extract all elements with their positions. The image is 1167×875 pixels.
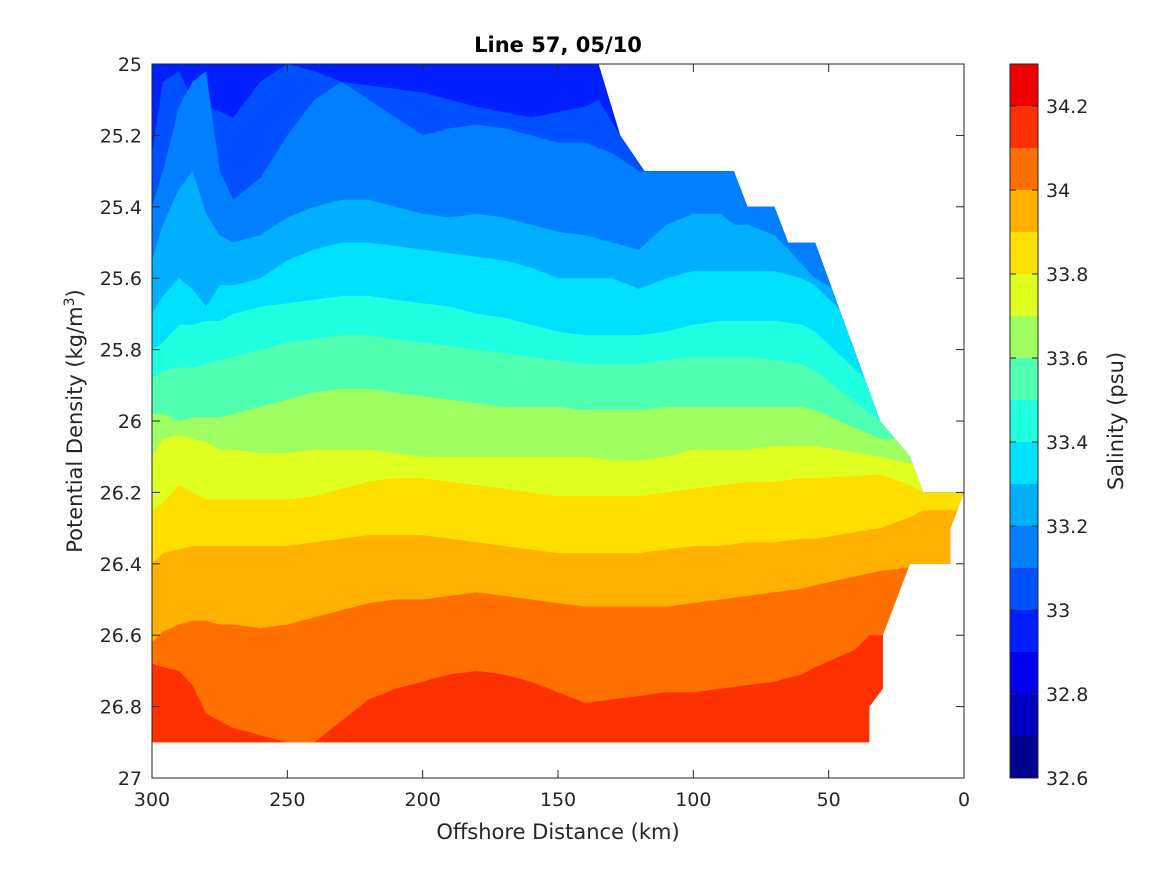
x-axis-label: Offshore Distance (km) <box>436 820 679 844</box>
colorbar-segment <box>1010 400 1038 442</box>
colorbar-tick-label: 34 <box>1046 180 1070 202</box>
y-axis-label-close: ) <box>63 289 87 297</box>
colorbar-tick-label: 34.2 <box>1046 96 1088 118</box>
colorbar-segment <box>1010 694 1038 736</box>
colorbar-frame <box>1009 63 1039 779</box>
y-axis-label: Potential Density (kg/m3) <box>62 289 87 553</box>
x-tick-label: 50 <box>817 789 841 811</box>
colorbar-segment <box>1010 64 1038 106</box>
colorbar-label: Salinity (psu) <box>1104 352 1128 490</box>
colorbar-segment <box>1010 148 1038 190</box>
y-tick-label: 25 <box>118 54 142 76</box>
y-tick-label: 27 <box>118 768 142 790</box>
y-tick-label: 25.4 <box>100 197 142 219</box>
colorbar: 32.6 32.8 33 33.2 33.4 33.6 33.8 34 34.2 <box>1009 63 1088 790</box>
colorbar-tick-label: 32.8 <box>1046 684 1088 706</box>
y-axis: 25 25.2 25.4 25.6 25.8 26 26.2 26.4 26.6 26.8 27 <box>100 54 964 790</box>
y-tick-label: 26.6 <box>100 625 142 647</box>
y-tick-label: 26.2 <box>100 482 142 504</box>
colorbar-segment <box>1010 568 1038 610</box>
colorbar-segment <box>1010 610 1038 652</box>
y-tick-label: 25.2 <box>100 125 142 147</box>
colorbar-segment <box>1010 316 1038 358</box>
colorbar-tick-label: 33 <box>1046 600 1070 622</box>
colorbar-tick-label: 33.2 <box>1046 516 1088 538</box>
x-tick-label: 200 <box>405 789 441 811</box>
chart-title: Line 57, 05/10 <box>474 33 642 57</box>
y-tick-label: 26.4 <box>100 554 142 576</box>
y-axis-label-main: Potential Density (kg/m <box>63 306 87 552</box>
y-tick-label: 26.8 <box>100 697 142 719</box>
colorbar-segment <box>1010 232 1038 274</box>
colorbar-segment <box>1010 274 1038 316</box>
colorbar-segment <box>1010 484 1038 526</box>
colorbar-tick-label: 32.6 <box>1046 768 1088 790</box>
colorbar-segment <box>1010 358 1038 400</box>
colorbar-segment <box>1010 736 1038 778</box>
colorbar-tick-label: 33.4 <box>1046 432 1088 454</box>
y-tick-label: 26 <box>118 411 142 433</box>
colorbar-segment <box>1010 526 1038 568</box>
contour-band-34.1 <box>152 635 964 743</box>
contour-fill-group <box>152 64 964 743</box>
x-tick-label: 100 <box>675 789 711 811</box>
x-tick-label: 0 <box>958 789 970 811</box>
colorbar-segment <box>1010 106 1038 148</box>
colorbar-tick-label: 33.8 <box>1046 264 1088 286</box>
y-tick-label: 25.6 <box>100 268 142 290</box>
colorbar-segment <box>1010 442 1038 484</box>
x-axis: 300 250 200 150 100 50 0 <box>134 64 970 811</box>
y-tick-label: 25.8 <box>100 340 142 362</box>
x-tick-label: 300 <box>134 789 170 811</box>
x-tick-label: 250 <box>269 789 305 811</box>
y-axis-label-superscript: 3 <box>62 297 78 306</box>
colorbar-segment <box>1010 652 1038 694</box>
colorbar-segment <box>1010 190 1038 232</box>
x-tick-label: 150 <box>540 789 576 811</box>
colorbar-tick-label: 33.6 <box>1046 348 1088 370</box>
